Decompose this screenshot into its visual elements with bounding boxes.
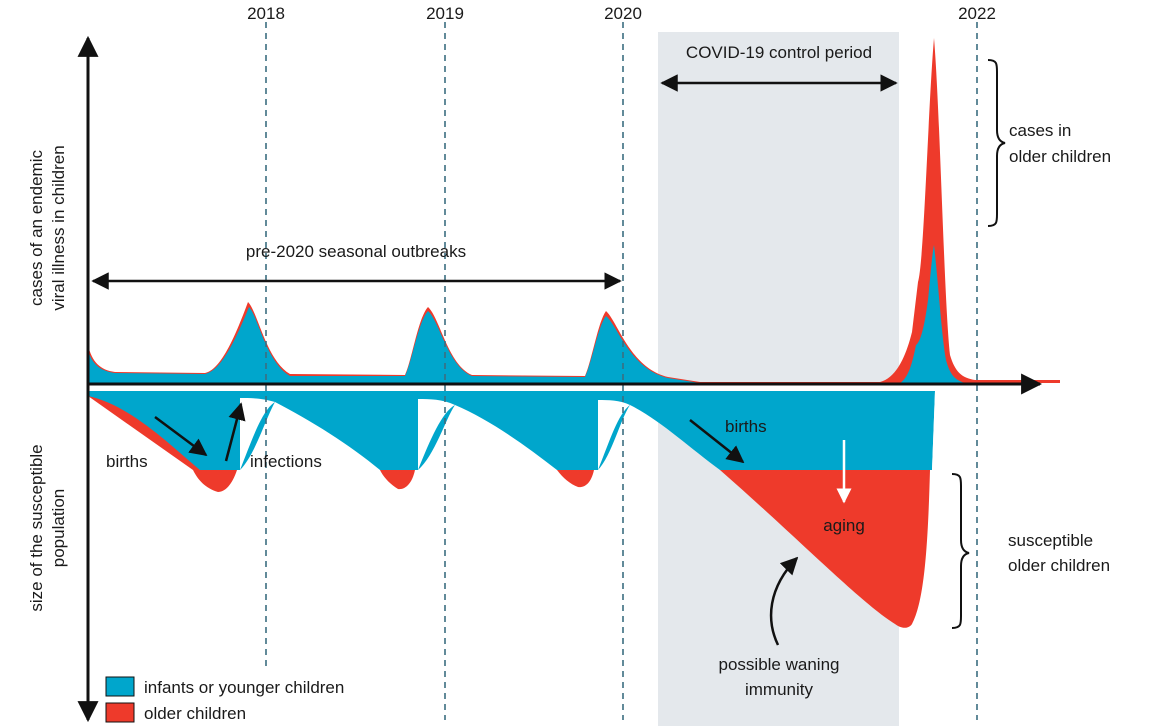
births-label-left: births [106, 452, 148, 471]
y-axis-lower-line2: population [49, 489, 68, 567]
infections-arrow [224, 402, 246, 462]
cases-older-brace [987, 59, 1006, 227]
cases-older-line2: older children [1009, 147, 1111, 166]
y-axis-lower-label: size of the susceptible population [27, 444, 68, 611]
y-axis-upper-line1: cases of an endemic [27, 150, 46, 306]
susceptible-gap-3 [598, 400, 630, 470]
susceptible-tail-gap [925, 391, 960, 640]
susceptible-line1: susceptible [1008, 531, 1093, 550]
year-label-2019: 2019 [426, 4, 464, 23]
susceptible-gap-1 [240, 398, 275, 470]
aging-label: aging [823, 516, 865, 535]
waning-line2: immunity [745, 680, 814, 699]
legend-label-older: older children [144, 704, 246, 723]
covid-period-label: COVID-19 control period [686, 43, 872, 62]
susceptible-gap-2 [418, 399, 455, 470]
legend-swatch-younger [105, 676, 135, 697]
susceptible-older-brace [951, 473, 970, 629]
year-gridlines [265, 22, 978, 720]
susceptible-gap-top [88, 384, 935, 391]
waning-line1: possible waning [719, 655, 840, 674]
year-label-2018: 2018 [247, 4, 285, 23]
y-axis-lower-line1: size of the susceptible [27, 444, 46, 611]
covid-period-band [658, 32, 899, 726]
year-label-2022: 2022 [958, 4, 996, 23]
legend: infants or younger children older childr… [105, 676, 344, 723]
waning-immunity-arrow [769, 556, 799, 646]
pre2020-label: pre-2020 seasonal outbreaks [246, 242, 466, 261]
y-axis-upper-line2: viral illness in children [49, 145, 68, 310]
legend-label-younger: infants or younger children [144, 678, 344, 697]
susceptible-line2: older children [1008, 556, 1110, 575]
cases-older-children-area [88, 38, 1060, 383]
year-label-2020: 2020 [604, 4, 642, 23]
y-axis-upper-label: cases of an endemic viral illness in chi… [27, 145, 68, 310]
births-arrow-left [154, 415, 208, 457]
susceptible-younger-children-area [88, 391, 935, 470]
legend-swatch-older [105, 702, 135, 723]
births-arrow-right [689, 419, 745, 464]
infections-label: infections [250, 452, 322, 471]
cases-older-line1: cases in [1009, 121, 1071, 140]
births-label-right: births [725, 417, 767, 436]
